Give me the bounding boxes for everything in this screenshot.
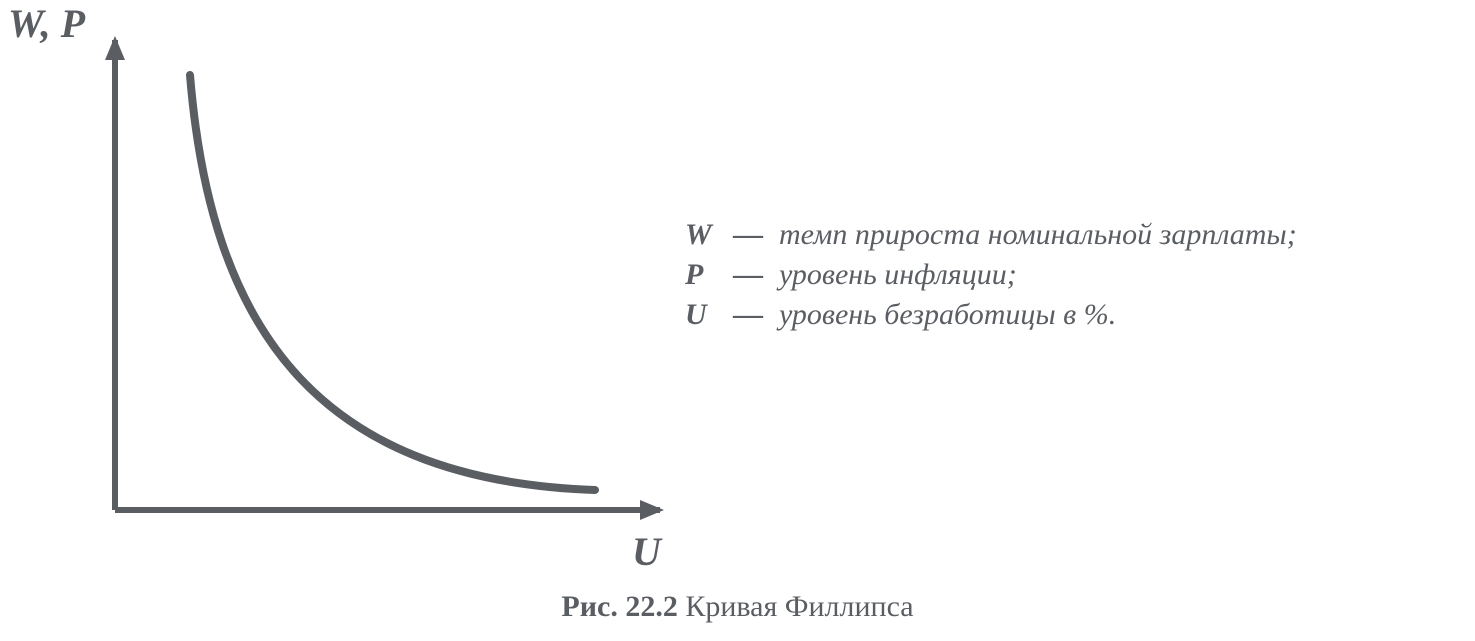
y-axis-title: W, P: [8, 0, 85, 47]
legend-symbol: U: [685, 298, 733, 332]
figure-caption: Рис. 22.2 Кривая Филлипса: [0, 590, 1475, 624]
legend-dash: —: [733, 218, 779, 252]
legend-text: темп прироста номинальной зарплаты;: [779, 218, 1297, 252]
caption-prefix: Рис. 22.2: [561, 590, 677, 623]
legend-symbol: W: [685, 218, 733, 252]
legend-row: P — уровень инфляции;: [685, 258, 1297, 292]
caption-title: Кривая Филлипса: [678, 590, 914, 623]
x-axis-title: U: [632, 528, 661, 575]
legend-row: U — уровень безработицы в %.: [685, 298, 1297, 332]
legend-row: W — темп прироста номинальной зарплаты;: [685, 218, 1297, 252]
legend-text: уровень инфляции;: [779, 258, 1017, 292]
legend-dash: —: [733, 258, 779, 292]
legend: W — темп прироста номинальной зарплаты; …: [685, 218, 1297, 338]
phillips-curve-figure: W, P U W — темп прироста номинальной зар…: [0, 0, 1475, 641]
legend-symbol: P: [685, 258, 733, 292]
legend-text: уровень безработицы в %.: [779, 298, 1116, 332]
legend-dash: —: [733, 298, 779, 332]
